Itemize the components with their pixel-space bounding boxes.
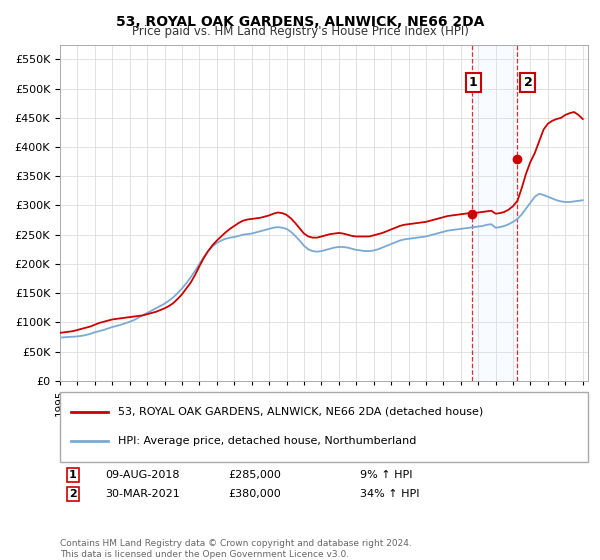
Bar [472, 45, 517, 381]
Text: 2: 2 [524, 76, 532, 89]
Text: £285,000: £285,000 [228, 470, 281, 480]
Text: £380,000: £380,000 [228, 489, 281, 499]
Text: 1: 1 [469, 76, 478, 89]
Text: 53, ROYAL OAK GARDENS, ALNWICK, NE66 2DA: 53, ROYAL OAK GARDENS, ALNWICK, NE66 2DA [116, 15, 484, 29]
Text: 34% ↑ HPI: 34% ↑ HPI [360, 489, 419, 499]
Text: 30-MAR-2021: 30-MAR-2021 [105, 489, 180, 499]
Text: HPI: Average price, detached house, Northumberland: HPI: Average price, detached house, Nort… [118, 436, 416, 446]
Text: Contains HM Land Registry data © Crown copyright and database right 2024.
This d: Contains HM Land Registry data © Crown c… [60, 539, 412, 559]
Text: 1: 1 [69, 470, 77, 480]
Text: Price paid vs. HM Land Registry's House Price Index (HPI): Price paid vs. HM Land Registry's House … [131, 25, 469, 38]
Text: 2: 2 [69, 489, 77, 499]
FancyBboxPatch shape [60, 392, 588, 462]
Text: 53, ROYAL OAK GARDENS, ALNWICK, NE66 2DA (detached house): 53, ROYAL OAK GARDENS, ALNWICK, NE66 2DA… [118, 407, 484, 417]
Text: 9% ↑ HPI: 9% ↑ HPI [360, 470, 413, 480]
Text: 09-AUG-2018: 09-AUG-2018 [105, 470, 179, 480]
